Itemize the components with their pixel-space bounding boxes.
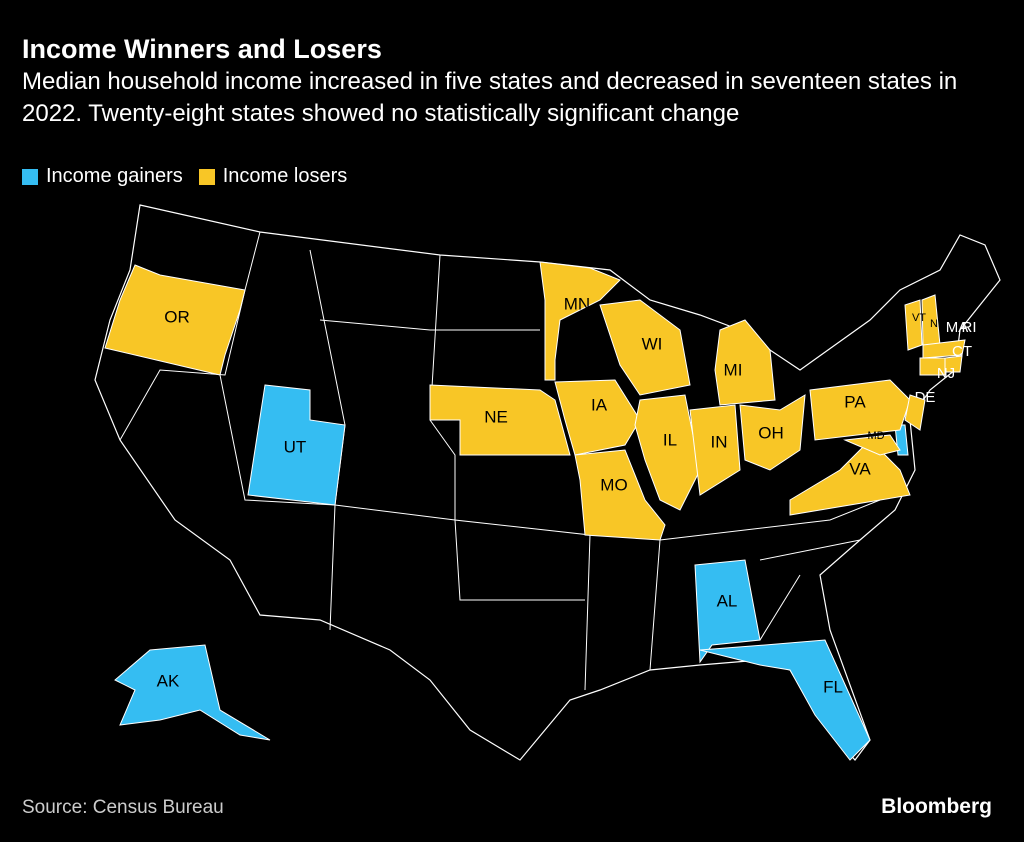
state [574, 449, 666, 541]
state [247, 384, 346, 506]
state [922, 339, 966, 359]
subtitle: Median household income increased in fiv… [22, 68, 958, 127]
state-label: MO [600, 475, 627, 494]
state [789, 439, 911, 516]
state-label: NH [930, 318, 946, 330]
state-label: MD [867, 430, 884, 442]
state-label: OH [758, 423, 784, 442]
state-label: MI [724, 360, 743, 379]
state [599, 299, 691, 396]
state [554, 379, 641, 456]
state-label: IN [711, 432, 728, 451]
state [694, 559, 761, 664]
state [699, 639, 871, 761]
border [219, 374, 456, 521]
legend-item: Income gainers [22, 165, 183, 188]
state-label: IL [663, 430, 677, 449]
title: Income Winners and Losers [22, 34, 382, 64]
state-label: CT [952, 343, 972, 360]
state [539, 261, 621, 381]
state-label: IA [591, 395, 608, 414]
state-label: PA [844, 392, 866, 411]
border [659, 499, 881, 541]
border [649, 539, 661, 671]
legend: Income gainers Income losers [22, 165, 347, 188]
state [919, 357, 946, 376]
brand: Bloomberg [881, 795, 992, 818]
state-label: RI [962, 319, 977, 336]
state-label: AK [157, 671, 180, 690]
state [904, 394, 926, 431]
state-label: FL [823, 677, 843, 696]
state-label: AL [717, 591, 738, 610]
border [319, 319, 540, 331]
state-label: UT [284, 437, 307, 456]
source: Source: Census Bureau [22, 797, 224, 818]
border [454, 519, 585, 601]
border [759, 539, 861, 561]
state-label: NE [484, 407, 508, 426]
state [114, 644, 271, 741]
state [689, 404, 741, 496]
legend-swatch [22, 168, 38, 185]
legend-label: Income gainers [46, 165, 183, 187]
border [119, 231, 261, 441]
state [843, 434, 901, 456]
legend-item: Income losers [198, 165, 348, 188]
border [759, 574, 801, 641]
state [739, 394, 806, 471]
state [809, 379, 911, 441]
state [904, 299, 923, 351]
state [634, 394, 701, 511]
legend-swatch [198, 168, 215, 185]
state [429, 384, 571, 456]
state-label: NJ [937, 365, 955, 382]
state-label: WI [642, 334, 663, 353]
state-label: MN [564, 294, 590, 313]
state-label: MA [946, 319, 969, 336]
legend-label: Income losers [222, 165, 348, 187]
state-label: VT [912, 312, 926, 324]
state [714, 319, 776, 406]
state-label: VA [849, 459, 871, 478]
state-label: OR [164, 307, 190, 326]
state [104, 264, 246, 376]
